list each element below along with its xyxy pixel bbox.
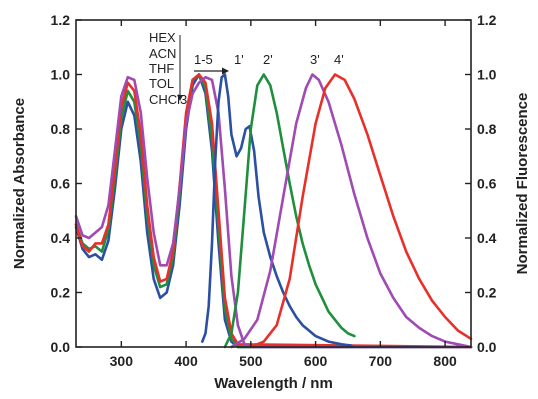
y-tick-label: 0.4 [51, 230, 71, 246]
solvent-label-hex: HEX [149, 30, 176, 45]
fluorescence-curve-3-prime [230, 73, 473, 349]
range-arrowhead [222, 67, 229, 75]
x-tick-label: 800 [433, 353, 457, 369]
y-tick-label: 0.2 [51, 285, 71, 301]
peak-label-2: 2' [263, 52, 273, 67]
y2-tick-label: 0.0 [477, 339, 497, 355]
y2-tick-label: 0.6 [477, 176, 497, 192]
y2-tick-label: 0.2 [477, 285, 497, 301]
x-tick-label: 300 [110, 353, 134, 369]
solvent-label-thf: THF [149, 61, 174, 76]
y-tick-label: 0.6 [51, 176, 71, 192]
curves [74, 73, 473, 349]
plot-frame [75, 19, 472, 348]
absorbance-curve-3 [74, 73, 473, 349]
y-tick-label: 0.0 [51, 339, 71, 355]
x-tick-label: 400 [174, 353, 198, 369]
range-label: 1-5 [194, 52, 213, 67]
ticks: 300 400 500 600 700 800 0.0 0.0 0.2 0.2 0.4 0.4 0.6 0… [51, 12, 497, 369]
y-tick-label: 0.8 [51, 121, 71, 137]
solvent-label-tol: TOL [149, 76, 174, 91]
absorbance-curve-2 [74, 73, 473, 349]
solvent-legend: HEX ACN THF TOL CHCl3 [149, 30, 187, 107]
y-tick-label: 1.0 [51, 67, 71, 83]
x-tick-label: 700 [369, 353, 393, 369]
y2-tick-label: 1.2 [477, 12, 497, 28]
y2-tick-label: 0.4 [477, 230, 497, 246]
peak-label-3: 3' [310, 52, 320, 67]
solvent-label-acn: ACN [149, 46, 176, 61]
x-tick-label: 500 [239, 353, 263, 369]
peak-label-1: 1' [234, 52, 244, 67]
x-axis-title: Wavelength / nm [214, 375, 333, 392]
y2-axis-title: Normalized Fluorescence [514, 93, 531, 275]
fluorescence-curve-2-prime [223, 73, 356, 349]
solvent-label-chcl3: CHCl3 [149, 92, 187, 107]
y-axis-title: Normalized Absorbance [11, 98, 28, 269]
y2-tick-label: 0.8 [477, 121, 497, 137]
fluorescence-curve-1-prime [201, 73, 353, 347]
x-tick-label: 600 [304, 353, 328, 369]
fluorescence-curve-4-prime [249, 73, 473, 349]
absorbance-curve-4 [74, 75, 473, 349]
solvent-order-arrowhead [177, 95, 183, 101]
y2-tick-label: 1.0 [477, 67, 497, 83]
peak-label-4: 4' [334, 52, 344, 67]
y-tick-label: 1.2 [51, 12, 71, 28]
